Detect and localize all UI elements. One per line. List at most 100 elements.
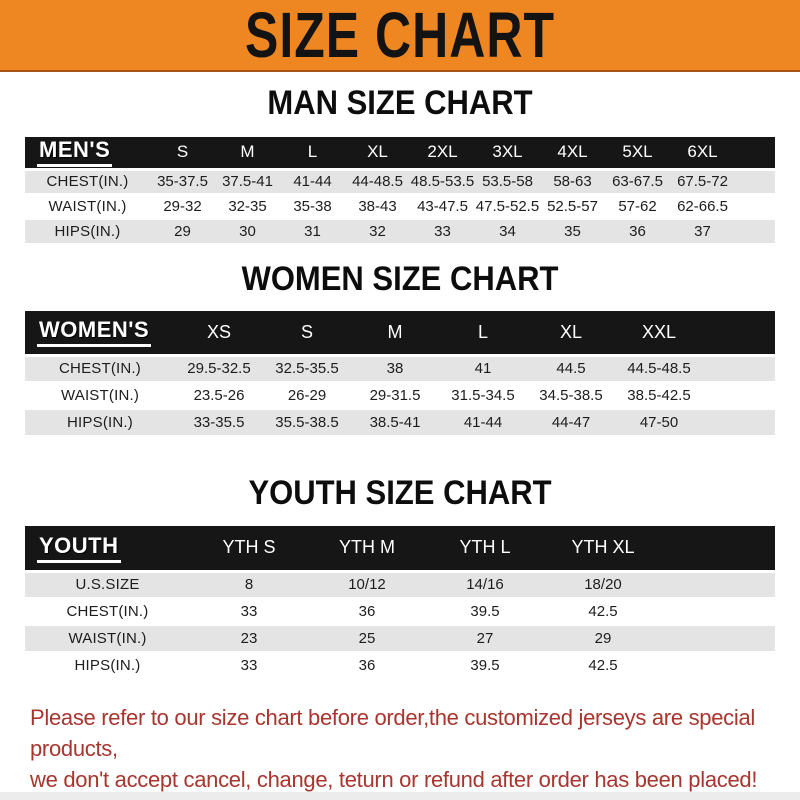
size-value: 44.5-48.5 (615, 355, 703, 383)
measurement-row-label: CHEST(IN.) (25, 355, 175, 383)
size-value: 35 (540, 219, 605, 245)
size-value: 41-44 (439, 409, 527, 437)
size-value: 27 (426, 625, 544, 653)
spacer-cell (662, 526, 775, 573)
spacer-cell (662, 571, 775, 599)
table-header-row: MEN'S S M L XL 2XL 3XL 4XL 5XL 6XL (25, 137, 775, 171)
measurement-row: CHEST(IN.) 29.5-32.5 32.5-35.5 38 41 44.5 44.5… (25, 355, 775, 383)
size-column-header: M (351, 311, 439, 357)
size-value: 29-32 (150, 194, 215, 220)
spacer-cell (703, 409, 775, 437)
measurement-row-label: WAIST(IN.) (25, 194, 150, 220)
table-head: MEN'S S M L XL 2XL 3XL 4XL 5XL 6XL (25, 137, 775, 171)
measurement-row-label: HIPS(IN.) (25, 409, 175, 437)
size-column-header: 3XL (475, 137, 540, 171)
size-value: 33 (190, 598, 308, 626)
size-value: 36 (308, 652, 426, 680)
size-column-header: XXL (615, 311, 703, 357)
spacer-cell (662, 652, 775, 680)
size-value: 53.5-58 (475, 169, 540, 195)
table-body: CHEST(IN.) 29.5-32.5 32.5-35.5 38 41 44.5 44.5… (25, 355, 775, 437)
size-value: 36 (605, 219, 670, 245)
man-size-chart-section: MAN SIZE CHART MEN'S S M L XL 2XL 3XL 4XL 5XL 6XL… (0, 82, 800, 245)
measurement-row: HIPS(IN.) 33-35.5 35.5-38.5 38.5-41 41-44 44-… (25, 409, 775, 437)
size-value: 33 (190, 652, 308, 680)
table-header-row: WOMEN'S XS S M L XL XXL (25, 311, 775, 357)
spacer-cell (703, 311, 775, 357)
footer-note-line2: we don't accept cancel, change, teturn o… (30, 767, 758, 792)
women-section-heading: WOMEN SIZE CHART (241, 258, 559, 299)
measurement-row: HIPS(IN.) 33 36 39.5 42.5 (25, 652, 775, 680)
size-column-header: 6XL (670, 137, 735, 171)
size-value: 62-66.5 (670, 194, 735, 220)
measurement-row-label: U.S.SIZE (25, 571, 190, 599)
size-value: 39.5 (426, 598, 544, 626)
size-value: 10/12 (308, 571, 426, 599)
youth-section-heading: YOUTH SIZE CHART (248, 472, 552, 513)
size-value: 42.5 (544, 652, 662, 680)
bottom-edge-strip (0, 792, 800, 800)
measurement-row: CHEST(IN.) 35-37.5 37.5-41 41-44 44-48.5 48.5… (25, 169, 775, 195)
table-group-label: YOUTH (25, 526, 190, 573)
size-value: 35.5-38.5 (263, 409, 351, 437)
measurement-row: HIPS(IN.) 29 30 31 32 33 34 35 36 37 (25, 219, 775, 245)
size-column-header: YTH M (308, 526, 426, 573)
size-value: 29-31.5 (351, 382, 439, 410)
measurement-row-label: CHEST(IN.) (25, 169, 150, 195)
size-value: 38-43 (345, 194, 410, 220)
size-value: 58-63 (540, 169, 605, 195)
size-value: 33-35.5 (175, 409, 263, 437)
table-group-label-text: WOMEN'S (37, 317, 152, 348)
size-value: 42.5 (544, 598, 662, 626)
spacer-cell (735, 137, 775, 171)
size-value: 25 (308, 625, 426, 653)
size-value: 18/20 (544, 571, 662, 599)
size-value: 38.5-42.5 (615, 382, 703, 410)
size-value: 38 (351, 355, 439, 383)
youth-heading-wrap: YOUTH SIZE CHART (0, 472, 800, 513)
size-column-header: L (280, 137, 345, 171)
measurement-row-label: WAIST(IN.) (25, 625, 190, 653)
size-column-header: 2XL (410, 137, 475, 171)
size-value: 23 (190, 625, 308, 653)
size-column-header: S (263, 311, 351, 357)
size-column-header: 4XL (540, 137, 605, 171)
measurement-row-label: HIPS(IN.) (25, 219, 150, 245)
size-column-header: L (439, 311, 527, 357)
measurement-row: WAIST(IN.) 23 25 27 29 (25, 625, 775, 653)
size-value: 33 (410, 219, 475, 245)
footer-note: Please refer to our size chart before or… (30, 702, 800, 795)
size-column-header: YTH S (190, 526, 308, 573)
man-heading-wrap: MAN SIZE CHART (0, 82, 800, 123)
size-value: 35-37.5 (150, 169, 215, 195)
size-value: 43-47.5 (410, 194, 475, 220)
measurement-row: U.S.SIZE 8 10/12 14/16 18/20 (25, 571, 775, 599)
table-header-row: YOUTH YTH S YTH M YTH L YTH XL (25, 526, 775, 573)
size-value: 47-50 (615, 409, 703, 437)
size-column-header: XL (345, 137, 410, 171)
size-column-header: XS (175, 311, 263, 357)
size-value: 52.5-57 (540, 194, 605, 220)
size-value: 47.5-52.5 (475, 194, 540, 220)
size-column-header: YTH L (426, 526, 544, 573)
size-value: 35-38 (280, 194, 345, 220)
size-value: 36 (308, 598, 426, 626)
table-body: CHEST(IN.) 35-37.5 37.5-41 41-44 44-48.5 48.5… (25, 169, 775, 245)
size-value: 57-62 (605, 194, 670, 220)
women-size-chart-section: WOMEN SIZE CHART WOMEN'S XS S M L XL XXL CHEST(… (0, 258, 800, 437)
table-group-label: WOMEN'S (25, 311, 175, 357)
man-section-heading: MAN SIZE CHART (267, 82, 533, 123)
women-heading-wrap: WOMEN SIZE CHART (0, 258, 800, 299)
size-column-header: YTH XL (544, 526, 662, 573)
measurement-row: WAIST(IN.) 29-32 32-35 35-38 38-43 43-47.5 47.… (25, 194, 775, 220)
size-value: 26-29 (263, 382, 351, 410)
size-value: 37.5-41 (215, 169, 280, 195)
table-group-label: MEN'S (25, 137, 150, 171)
size-value: 44-47 (527, 409, 615, 437)
size-value: 32 (345, 219, 410, 245)
spacer-cell (662, 598, 775, 626)
size-value: 41 (439, 355, 527, 383)
size-value: 44.5 (527, 355, 615, 383)
measurement-row: WAIST(IN.) 23.5-26 26-29 29-31.5 31.5-34.5 34… (25, 382, 775, 410)
